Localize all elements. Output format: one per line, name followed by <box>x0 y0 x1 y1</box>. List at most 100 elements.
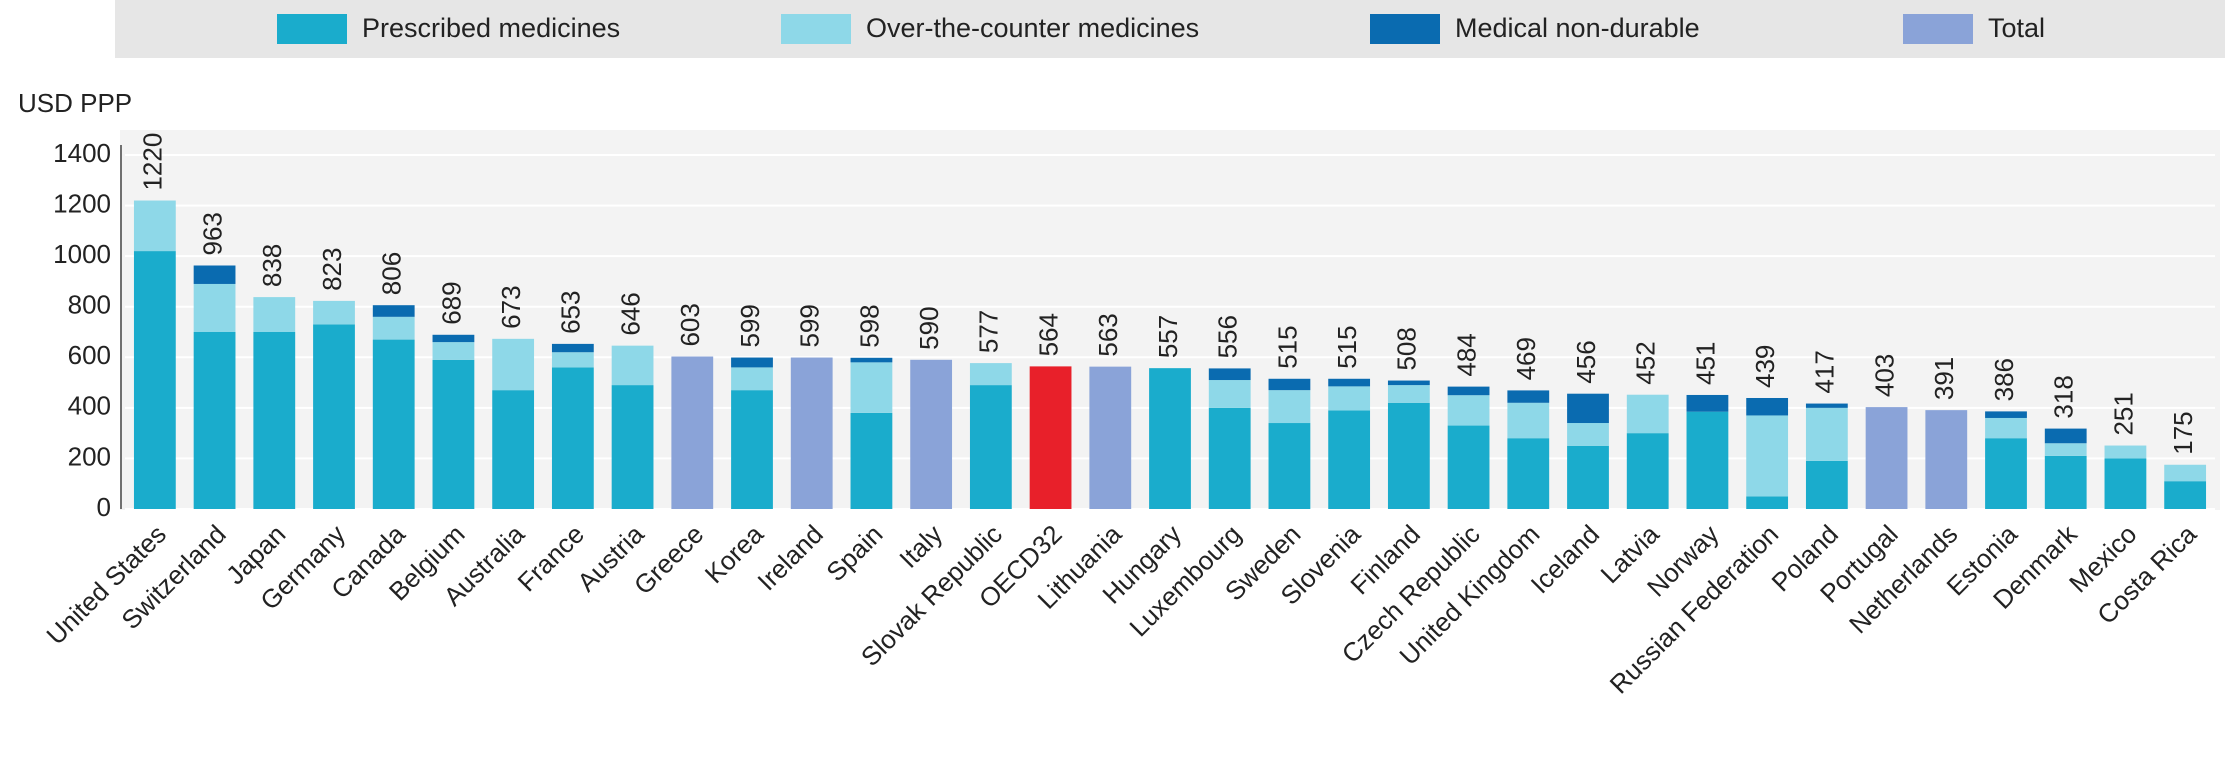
bar-segment <box>253 332 296 509</box>
bar-segment <box>1149 368 1191 509</box>
bar-segment <box>850 412 893 509</box>
total-label: 564 <box>1033 313 1063 356</box>
total-label: 577 <box>974 310 1004 353</box>
total-label: 417 <box>1810 350 1840 393</box>
total-label: 557 <box>1153 315 1183 358</box>
bar-segment <box>2104 458 2147 509</box>
bar-segment <box>1387 385 1430 403</box>
bar-segment <box>432 342 475 360</box>
legend-swatch <box>781 14 851 44</box>
total-label: 646 <box>615 292 645 335</box>
bar-segment <box>1985 417 2027 439</box>
total-label: 563 <box>1093 313 1123 356</box>
y-tick-label: 200 <box>68 441 111 471</box>
bar-segment <box>1805 407 1848 461</box>
bar-segment <box>133 200 176 252</box>
total-label: 251 <box>2108 392 2138 435</box>
bar-segment <box>671 356 714 509</box>
x-tick-label: Iceland <box>1525 519 1605 599</box>
bar-segment <box>969 385 1012 509</box>
bar-segment <box>1925 410 1968 509</box>
total-label: 556 <box>1213 315 1243 358</box>
bar-segment <box>492 390 535 509</box>
bar-segment <box>1268 378 1311 391</box>
y-tick-label: 0 <box>97 492 111 522</box>
bar-segment <box>1208 368 1251 381</box>
total-label: 1220 <box>138 133 168 191</box>
bar-segment <box>492 338 535 391</box>
y-tick-label: 800 <box>68 290 111 320</box>
bar-segment <box>1387 380 1430 386</box>
bar-segment <box>432 334 475 343</box>
bar-segment <box>910 359 953 509</box>
bar-segment <box>1029 366 1072 509</box>
bar-segment <box>2044 428 2087 444</box>
bar-segment <box>1746 415 1789 497</box>
total-label: 515 <box>1272 325 1302 368</box>
bar-segment <box>1865 407 1908 509</box>
bar-segment <box>1805 403 1848 408</box>
bar-segment <box>432 359 475 509</box>
total-label: 508 <box>1392 327 1422 370</box>
y-tick-label: 1000 <box>53 239 111 269</box>
bar-segment <box>969 363 1012 386</box>
bar-segment <box>1746 496 1789 509</box>
total-label: 653 <box>556 290 586 333</box>
bar-segment <box>1985 411 2027 418</box>
x-tick-label: France <box>512 519 590 597</box>
bar-segment <box>2164 464 2207 482</box>
bar-segment <box>1328 386 1371 411</box>
bar-segment <box>1268 390 1311 424</box>
bar-segment <box>133 251 176 510</box>
legend-swatch <box>277 14 347 44</box>
legend-label: Over-the-counter medicines <box>866 13 1199 43</box>
legend-label: Total <box>1988 13 2045 43</box>
bar-segment <box>1328 378 1371 387</box>
total-label: 451 <box>1690 342 1720 385</box>
x-tick-label: Ireland <box>751 519 828 596</box>
y-tick-label: 400 <box>68 391 111 421</box>
bar-segment <box>193 283 236 332</box>
bar-segment <box>1447 395 1490 426</box>
bar-segment <box>731 390 773 509</box>
bar-segment <box>1507 402 1550 439</box>
bar-segment <box>313 324 355 509</box>
bar-segment <box>372 339 415 509</box>
y-tick-label: 1200 <box>53 188 111 218</box>
total-label: 603 <box>675 303 705 346</box>
total-label: 484 <box>1451 333 1481 376</box>
total-label: 456 <box>1571 340 1601 383</box>
total-label: 599 <box>735 304 765 347</box>
bar-segment <box>1746 397 1789 416</box>
bar-segment <box>1985 438 2027 509</box>
bar-segment <box>1387 402 1430 509</box>
total-label: 963 <box>197 212 227 255</box>
bar-segment <box>2104 445 2147 459</box>
total-label: 391 <box>1929 357 1959 400</box>
bar-segment <box>611 345 654 386</box>
y-tick-label: 600 <box>68 340 111 370</box>
legend-label: Prescribed medicines <box>362 13 620 43</box>
legend-label: Medical non-durable <box>1455 13 1700 43</box>
total-label: 439 <box>1750 345 1780 388</box>
bar-segment <box>1208 407 1251 509</box>
bar-segment <box>1805 460 1848 509</box>
bar-segment <box>1567 445 1609 509</box>
bar-segment <box>1567 393 1609 424</box>
bar-segment <box>551 367 594 509</box>
bar-segment <box>1686 411 1729 509</box>
total-label: 469 <box>1511 337 1541 380</box>
total-label: 598 <box>854 304 884 347</box>
bar-segment <box>1268 423 1311 509</box>
bar-segment <box>2044 443 2087 456</box>
bar-segment <box>850 357 893 363</box>
bar-segment <box>731 357 773 368</box>
bar-segment <box>193 265 236 284</box>
bar-segment <box>193 332 236 509</box>
bar-segment <box>313 300 355 325</box>
bar-segment <box>2044 455 2087 509</box>
bar-segment <box>372 305 415 317</box>
legend-band <box>115 0 2225 58</box>
bar-segment <box>1208 380 1251 408</box>
